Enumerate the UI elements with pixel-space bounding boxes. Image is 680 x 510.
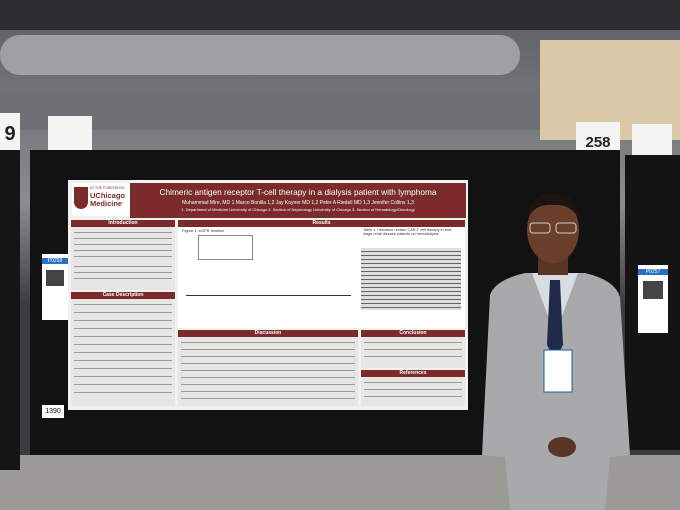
table (361, 248, 461, 310)
glasses (529, 222, 551, 234)
text-line (181, 370, 355, 371)
figure-caption: Figure 1. eGFR timeline (182, 228, 225, 233)
text-line (364, 389, 462, 390)
text-line (74, 320, 172, 321)
section: Results Figure 1. eGFR timeline Table 1.… (178, 220, 465, 328)
text-line (181, 377, 355, 378)
text-line (74, 344, 172, 345)
section-header: Case Description (71, 292, 175, 299)
section: Case Description (71, 292, 175, 406)
text-line (364, 382, 462, 383)
name-badge (543, 349, 573, 393)
text-line (364, 396, 462, 397)
text-line (181, 398, 355, 399)
section: Introduction (71, 220, 175, 290)
poster-header: Chimeric antigen receptor T-cell therapy… (130, 183, 466, 218)
logo-shield (74, 187, 88, 209)
text-line (74, 266, 172, 267)
text-line (364, 356, 462, 357)
table-caption: Table 1. Literature review: CAR-T cell t… (363, 228, 453, 236)
section: References (361, 370, 465, 406)
badge-label: P0257 (638, 269, 668, 275)
section: Discussion (178, 330, 358, 406)
text-line (74, 272, 172, 273)
text-line (74, 336, 172, 337)
text-line (74, 278, 172, 279)
head (527, 197, 579, 263)
logo-name: UChicago Medicine (90, 191, 126, 208)
poster-title: Chimeric antigen receptor T-cell therapy… (159, 187, 437, 197)
text-line (364, 349, 462, 350)
poster-authors: Muhammad Mire, MD 1 Marco Bonilla 1,2 Ja… (182, 200, 414, 206)
text-line (181, 349, 355, 350)
text-line (74, 238, 172, 239)
text-line (74, 352, 172, 353)
ceiling (0, 0, 680, 30)
text-line (74, 256, 172, 257)
text-line (181, 384, 355, 385)
text-line (364, 342, 462, 343)
logo-tagline: AT THE FOREFRONT (90, 186, 125, 190)
glasses (555, 222, 577, 234)
section-header: Discussion (178, 330, 358, 337)
tie (547, 280, 563, 360)
text-line (181, 342, 355, 343)
qr-code (46, 270, 64, 286)
figure-legend (198, 235, 253, 260)
board (0, 150, 20, 470)
text-line (181, 356, 355, 357)
text-line (181, 391, 355, 392)
text-line (74, 376, 172, 377)
text-line (181, 363, 355, 364)
text-line (74, 368, 172, 369)
hair (527, 193, 580, 220)
booth-sign: 9 (0, 113, 20, 155)
section-header: Results (178, 220, 465, 227)
section-header: References (361, 370, 465, 377)
text-line (74, 232, 172, 233)
poster: AT THE FOREFRONT UChicago Medicine Chime… (68, 180, 468, 410)
timeline (186, 295, 351, 296)
text-line (74, 312, 172, 313)
badge: P0257 (638, 265, 668, 333)
text-line (74, 250, 172, 251)
poster-affiliations: 1. Department of Medicine University of … (181, 207, 415, 212)
text-line (74, 304, 172, 305)
text-line (74, 328, 172, 329)
duct (0, 35, 520, 75)
section-header: Introduction (71, 220, 175, 227)
badge-label: P0258 (42, 258, 68, 264)
text-line (74, 392, 172, 393)
badge: P0258 (42, 254, 68, 320)
booth-sign (48, 116, 92, 150)
text-line (74, 360, 172, 361)
board-tag: 1390 (42, 405, 64, 418)
text-line (74, 384, 172, 385)
hand (548, 437, 576, 457)
logo: AT THE FOREFRONT UChicago Medicine (72, 183, 130, 216)
section-header: Conclusion (361, 330, 465, 337)
booth-sign (632, 124, 672, 160)
section: Conclusion (361, 330, 465, 368)
qr-code (643, 281, 663, 299)
text-line (74, 244, 172, 245)
presenter (482, 193, 630, 510)
